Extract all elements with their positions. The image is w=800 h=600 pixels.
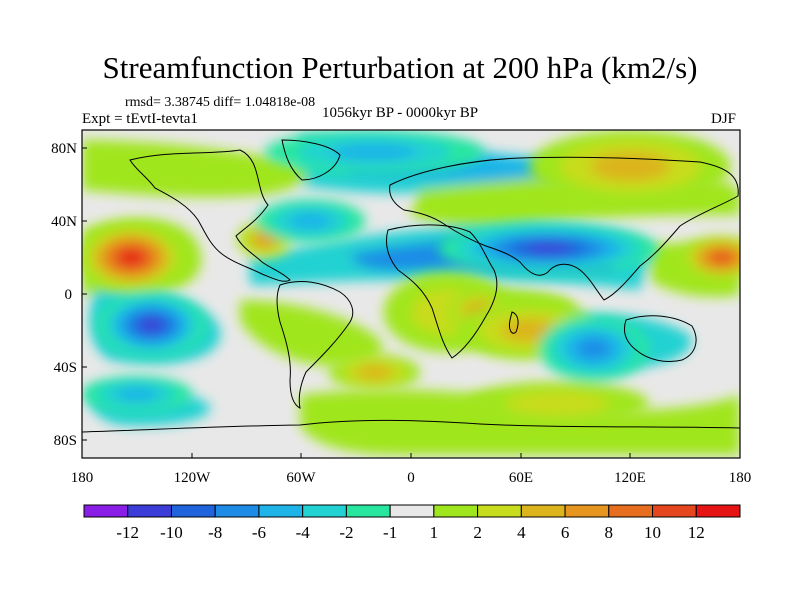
colorbar-tick-label: -2: [339, 523, 353, 542]
colorbar-swatch: [389, 504, 435, 518]
coastlines: [82, 139, 740, 433]
x-tick-label: 120E: [614, 470, 646, 486]
antarctica-coast: [82, 419, 740, 433]
y-tick-label: 40N: [51, 214, 77, 230]
anomaly-contour-3-2: [288, 212, 333, 230]
colorbar-swatch: [214, 504, 260, 518]
colorbar-tick-label: 8: [605, 523, 614, 542]
period-label: 1056kyr BP - 0000kyr BP: [322, 105, 479, 121]
season-label: DJF: [711, 111, 737, 127]
colorbar-tick-label: -8: [208, 523, 222, 542]
stats-label: rmsd= 3.38745 diff= 1.04818e-08: [125, 95, 316, 110]
band-northwest-green: [82, 140, 308, 198]
colorbar-swatch: [520, 504, 566, 518]
y-tick-label: 0: [65, 287, 73, 303]
colorbar-swatch: [433, 504, 479, 518]
anomaly-contour-0-6: [122, 251, 141, 264]
y-tick-label: 80S: [54, 433, 77, 449]
axis-ticks: [81, 147, 741, 458]
anomaly-contour-10-2: [331, 143, 418, 161]
colorbar-swatch: [127, 504, 172, 518]
anomaly-contour-2-3: [256, 233, 274, 245]
colorbar-tick-label: 10: [644, 523, 661, 542]
chart-title: Streamfunction Perturbation at 200 hPa (…: [102, 50, 698, 85]
africa-coast: [385, 224, 498, 359]
anomaly-contour-11-2: [590, 152, 670, 181]
colorbar-swatch: [302, 504, 347, 518]
colorbar-tick-label: -12: [116, 523, 139, 542]
anomaly-contour-14-1: [505, 390, 609, 416]
anomaly-contour-1-5: [140, 318, 163, 332]
colorbar-swatch: [258, 504, 304, 518]
colorbar-swatch: [477, 504, 522, 518]
anomaly-contour-4-2: [115, 387, 159, 402]
colorbar-tick-label: -4: [296, 523, 311, 542]
colorbar: [83, 504, 741, 518]
x-tick-label: 0: [407, 470, 415, 486]
x-tick-label: 60E: [509, 470, 533, 486]
greenland-coast: [281, 139, 341, 181]
x-tick-label: 120W: [174, 470, 212, 486]
colorbar-swatch: [564, 504, 610, 518]
experiment-label: Expt = tEvtI-tevta1: [82, 111, 198, 127]
colorbar-tick-label: 1: [430, 523, 439, 542]
colorbar-tick-label: -1: [383, 523, 397, 542]
australia-coast: [623, 315, 697, 363]
north-america-coast: [129, 149, 291, 282]
x-tick-label: 180: [729, 470, 752, 486]
y-tick-label: 80N: [51, 141, 77, 157]
tick-labels: 180 120W 60W 0 60E 120E 180 80N 40N 0 40…: [51, 141, 751, 486]
colorbar-tick-label: 12: [688, 523, 705, 542]
colorbar-swatch: [608, 504, 654, 518]
colorbar-swatch: [345, 504, 391, 518]
colorbar-tick-label: -10: [160, 523, 183, 542]
colorbar-swatch: [170, 504, 216, 518]
colorbar-swatch: [652, 504, 697, 518]
colorbar-swatch: [695, 504, 741, 518]
anomaly-contour-9-5: [525, 243, 571, 254]
anomaly-contour-5-2: [356, 365, 393, 380]
y-tick-label: 40S: [54, 360, 77, 376]
colorbar-labels: -12 -10 -8 -6 -4 -2 -1 1 2 4 6 8 10 12: [116, 523, 704, 542]
madagascar-coast: [509, 311, 519, 334]
south-america-coast: [276, 280, 354, 409]
colorbar-tick-label: 4: [517, 523, 526, 542]
colorbar-tick-label: 2: [473, 523, 482, 542]
colorbar-tick-label: 6: [561, 523, 570, 542]
anomaly-contour-12-5: [713, 253, 731, 263]
anomaly-layer: [82, 130, 740, 426]
colorbar-tick-label: -6: [252, 523, 266, 542]
anomaly-contour-13-3: [577, 338, 611, 359]
x-tick-label: 60W: [286, 470, 316, 486]
band-sh-west-green: [240, 300, 382, 367]
x-tick-label: 180: [71, 470, 94, 486]
eurasia-coast: [389, 156, 739, 301]
colorbar-swatch: [83, 504, 129, 518]
